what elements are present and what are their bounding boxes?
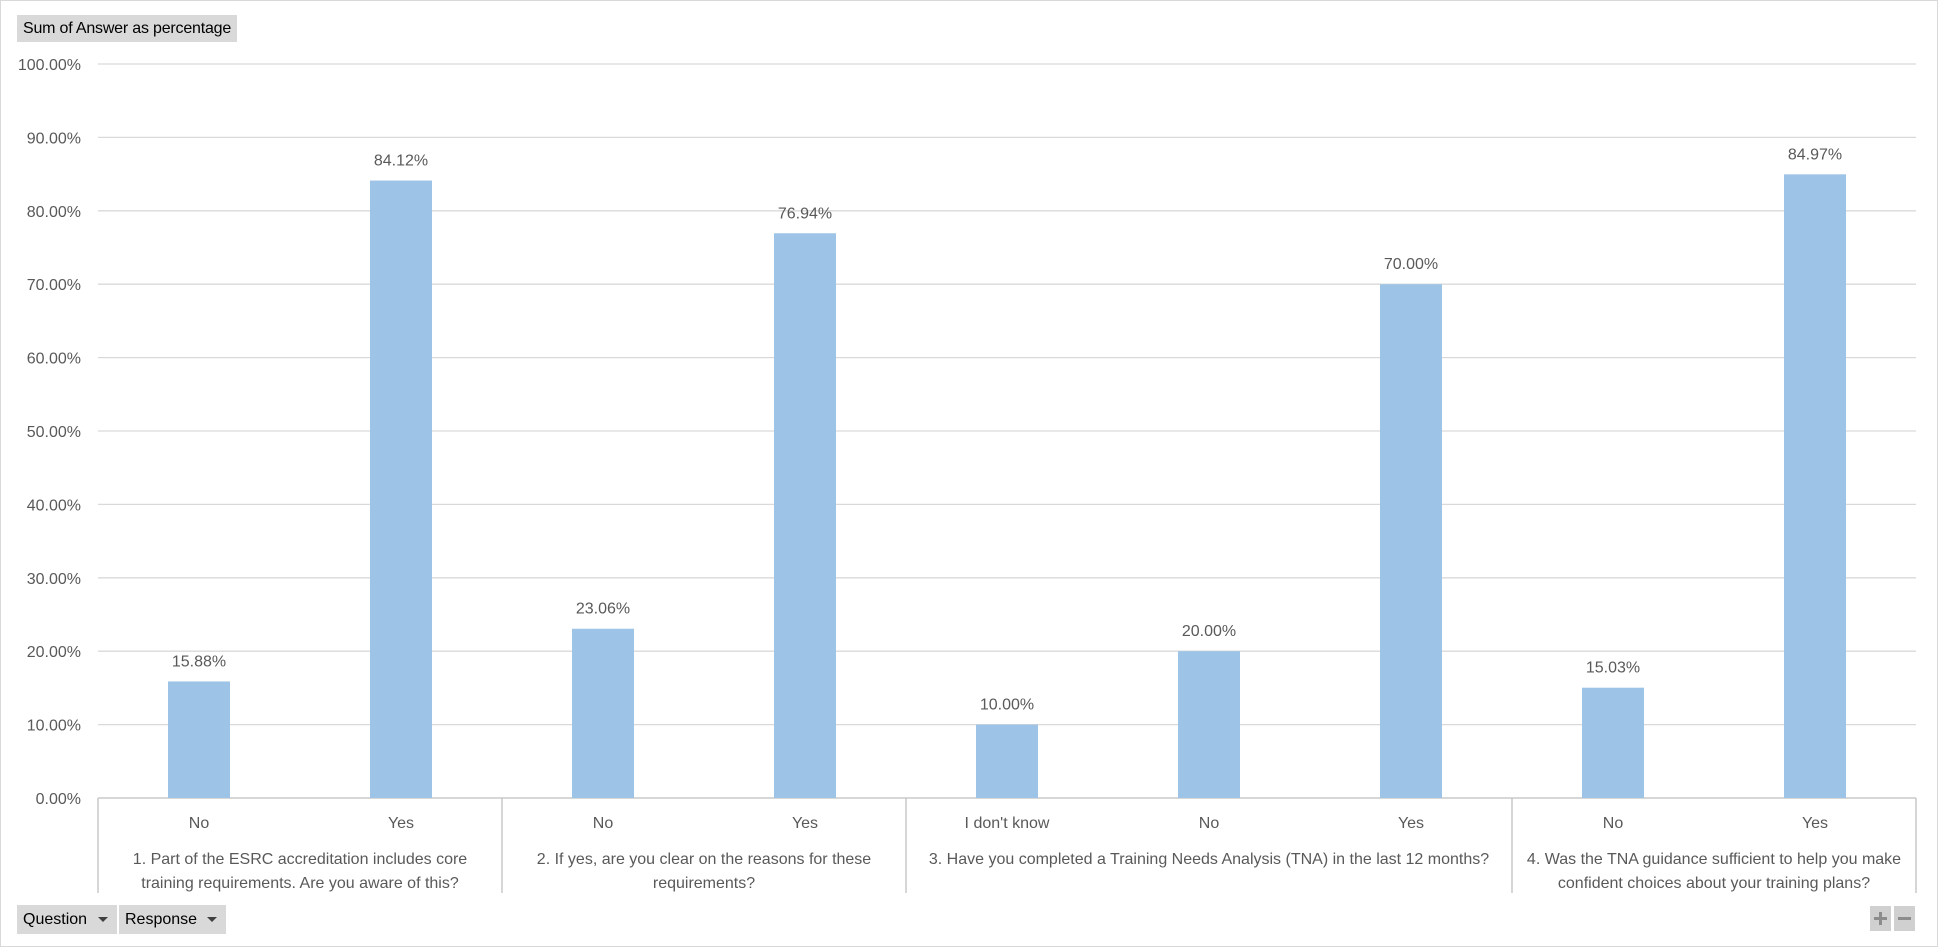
x-category-label: I don't know [965,815,1050,832]
x-category-label: Yes [792,815,818,832]
x-group-label: training requirements. Are you aware of … [141,875,459,892]
y-tick-label: 90.00% [27,130,81,147]
data-label: 70.00% [1384,256,1438,273]
dropdown-arrow-icon [98,917,108,922]
bar [1582,687,1644,798]
x-group-label: requirements? [653,875,755,892]
question-filter-label: Question [23,911,88,928]
data-labels: 15.88% 84.12% 23.06% 76.94% 10.00% 20.00% 70.0… [172,146,1842,713]
y-tick-label: 40.00% [27,497,81,514]
response-filter-button[interactable]: Response [119,905,226,934]
data-label: 15.88% [172,653,226,670]
bars [168,174,1846,799]
data-label: 84.12% [374,153,428,170]
question-filter-button[interactable]: Question [17,905,117,934]
y-tick-label: 50.00% [27,424,81,441]
data-label: 15.03% [1586,660,1640,677]
x-group-label: 3. Have you completed a Training Needs A… [929,851,1489,868]
x-group-label: 1. Part of the ESRC accreditation includ… [133,851,467,868]
x-group-label: 4. Was the TNA guidance sufficient to he… [1527,851,1901,868]
bar [976,724,1038,798]
y-tick-label: 60.00% [27,351,81,368]
bar [572,628,634,798]
bar [774,233,836,799]
x-category-label: No [1603,815,1624,832]
data-label: 23.06% [576,601,630,618]
x-category-label: No [189,815,210,832]
y-tick-label: 0.00% [36,791,81,808]
data-label: 20.00% [1182,623,1236,640]
data-label: 10.00% [980,697,1034,714]
x-category-label: No [593,815,614,832]
x-category-label: Yes [1802,815,1828,832]
response-filter-label: Response [125,911,198,928]
y-tick-label: 80.00% [27,204,81,221]
x-category-label: Yes [1398,815,1424,832]
x-group-label: confident choices about your training pl… [1558,875,1870,892]
data-label: 76.94% [778,205,832,222]
bar [168,681,230,798]
y-tick-label: 20.00% [27,644,81,661]
y-axis-tick-labels: 0.00% 10.00% 20.00% 30.00% 40.00% 50.00% 60.00… [18,57,81,808]
expand-button[interactable] [1870,906,1891,931]
bar [1380,284,1442,798]
x-category-label: No [1199,815,1220,832]
x-category-label: Yes [388,815,414,832]
x-group-label: 2. If yes, are you clear on the reasons … [537,851,872,868]
y-tick-label: 70.00% [27,277,81,294]
y-tick-label: 10.00% [27,718,81,735]
value-field-button[interactable]: Sum of Answer as percentage [17,15,238,42]
bar [370,180,432,798]
y-tick-label: 30.00% [27,571,81,588]
collapse-button[interactable] [1894,906,1915,931]
bar [1178,651,1240,798]
y-tick-label: 100.00% [18,57,81,74]
x-axis: No Yes 1. Part of the ESRC accreditation i… [97,798,1917,893]
dropdown-arrow-icon [207,917,217,922]
bar [1784,174,1846,799]
data-label: 84.97% [1788,146,1842,163]
